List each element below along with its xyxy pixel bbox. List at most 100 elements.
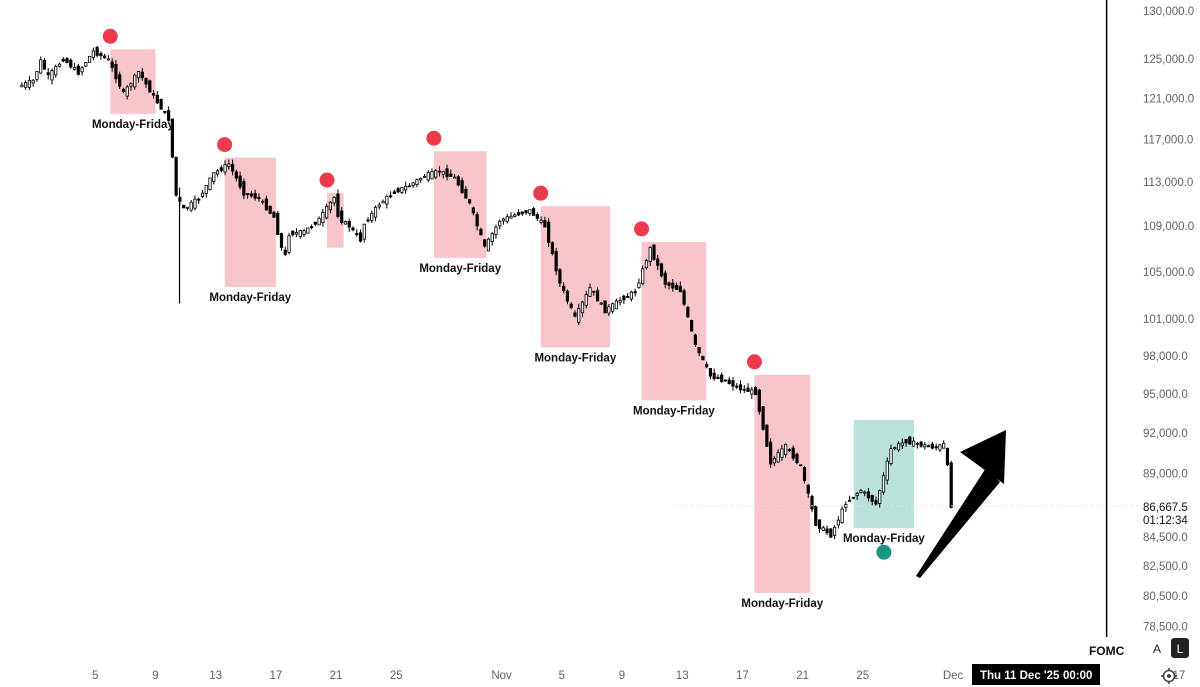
candle-body [246, 193, 250, 195]
event-date-box [972, 664, 1100, 685]
candle-body [547, 221, 551, 243]
candle-body [208, 177, 212, 190]
candle-body [761, 406, 765, 430]
candle-body [46, 72, 50, 76]
candle-body [479, 228, 483, 236]
candle-body [750, 389, 754, 395]
candle-body [836, 519, 840, 526]
log-scale-button[interactable]: L [1171, 638, 1189, 658]
candle-body [599, 302, 603, 305]
x-tick-label: 21 [796, 670, 809, 682]
zone-marker [634, 221, 650, 237]
candle-body [437, 170, 442, 173]
candle-body [878, 490, 882, 504]
candle-body [686, 306, 690, 318]
candle-body [118, 74, 122, 87]
candle-body [76, 65, 80, 75]
y-tick-label: 105,000.0 [1143, 267, 1194, 279]
candle-body [347, 221, 351, 228]
candle-body [693, 334, 697, 345]
zone-label: Monday-Friday [633, 405, 715, 417]
candle-body [238, 175, 242, 188]
candle-body [234, 171, 238, 179]
zone-labels-layer: Monday-Friday Monday-Friday Monday-Friday M… [92, 119, 925, 610]
candle-body [919, 441, 923, 447]
candle-body [253, 193, 257, 199]
candle-body [900, 442, 904, 446]
candle-body [539, 219, 543, 223]
x-tick-label: 13 [209, 670, 222, 682]
x-tick-label: 25 [390, 670, 403, 682]
candle-body [870, 495, 874, 502]
candle-body [291, 230, 295, 236]
y-tick-label: 121,000.0 [1143, 94, 1194, 106]
candle-body [483, 239, 487, 247]
candle-body [573, 312, 577, 317]
candle-body [603, 300, 607, 314]
candle-body [720, 374, 724, 383]
candle-body [200, 192, 205, 198]
candle-body [595, 290, 600, 302]
candle-body [261, 200, 265, 203]
candle-body [268, 205, 272, 214]
candle-body [95, 46, 99, 56]
candle-body [667, 282, 671, 286]
candle-body [614, 300, 618, 310]
candle-body [881, 475, 886, 493]
candle-body [780, 448, 784, 459]
candle-body [656, 258, 660, 266]
candle-body [65, 58, 69, 64]
candle-body [911, 440, 916, 447]
candle-body [54, 66, 58, 76]
candle-body [257, 197, 261, 199]
candle-body [795, 453, 799, 464]
candle-body [610, 303, 615, 312]
y-tick-label: 84,500.0 [1143, 532, 1188, 544]
candle-body [810, 496, 814, 510]
candle-body [641, 268, 645, 285]
candles-layer [20, 45, 953, 540]
candle-body [927, 445, 931, 448]
candle-body [705, 364, 709, 368]
candle-body [464, 188, 468, 199]
candle-body [223, 164, 227, 173]
x-tick-label: 17 [736, 670, 749, 682]
candle-body [61, 58, 65, 62]
candle-body [69, 59, 73, 68]
candle-body [513, 214, 517, 217]
zone-marker [102, 28, 118, 44]
candle-body [889, 448, 893, 465]
weekly-zone [110, 49, 156, 114]
candle-body [370, 212, 374, 221]
candle-body [103, 55, 107, 58]
candle-body [313, 221, 317, 225]
candle-body [430, 171, 434, 180]
candle-body [227, 163, 231, 167]
gear-icon[interactable] [1161, 668, 1177, 684]
candle-body [945, 448, 950, 466]
candle-body [490, 233, 494, 242]
candle-body [629, 291, 634, 300]
candle-body [622, 295, 626, 301]
candle-body [577, 307, 581, 323]
zone-label: Monday-Friday [534, 352, 616, 364]
candle-body [121, 88, 126, 93]
candle-body [904, 438, 908, 444]
candle-body [441, 171, 445, 175]
candle-body [400, 187, 404, 193]
candle-body [501, 218, 506, 222]
candle-body [287, 235, 291, 253]
candle-body [449, 173, 453, 177]
candle-body [784, 443, 788, 456]
candle-body [426, 172, 430, 181]
auto-scale-button[interactable]: A [1148, 638, 1166, 658]
candle-body [42, 60, 47, 70]
candle-body [674, 284, 679, 290]
candle-body [712, 372, 716, 380]
y-tick-label: 130,000.0 [1143, 6, 1194, 18]
candle-body [618, 299, 622, 303]
candle-body [659, 263, 664, 277]
x-tick-label: 21 [330, 670, 343, 682]
candle-body [302, 230, 306, 235]
